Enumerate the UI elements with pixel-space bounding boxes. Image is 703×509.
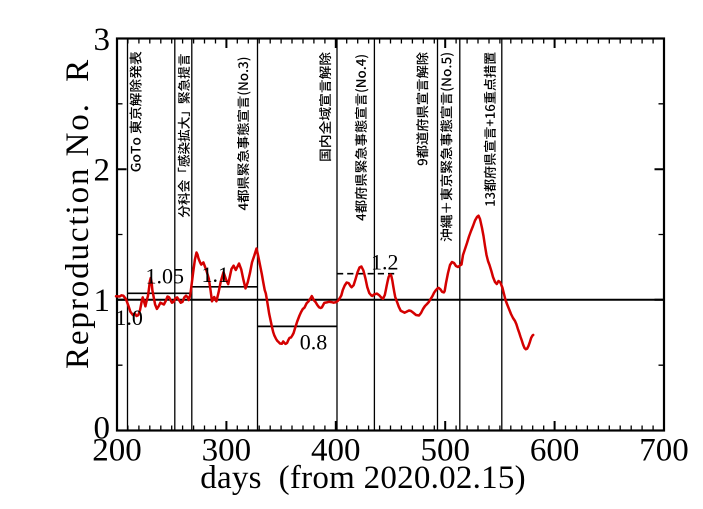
svg-text:300: 300: [202, 433, 252, 469]
svg-text:200: 200: [92, 433, 142, 469]
svg-text:days (from 2020.02.15): days (from 2020.02.15): [200, 460, 526, 496]
svg-text:400: 400: [311, 433, 361, 469]
svg-text:1.1: 1.1: [202, 262, 230, 287]
svg-text:3: 3: [94, 22, 111, 58]
svg-text:1.2: 1.2: [371, 250, 399, 275]
svg-text:0.8: 0.8: [300, 329, 328, 354]
svg-text:1.05: 1.05: [146, 263, 185, 288]
svg-text:2: 2: [94, 153, 111, 189]
svg-text:1.0: 1.0: [115, 305, 142, 330]
svg-text:700: 700: [639, 433, 689, 469]
svg-text:1: 1: [94, 283, 111, 319]
svg-text:0: 0: [94, 411, 111, 447]
svg-text:500: 500: [420, 433, 470, 469]
svg-text:600: 600: [530, 433, 580, 469]
svg-text:Reproduction No. R: Reproduction No. R: [60, 58, 96, 369]
